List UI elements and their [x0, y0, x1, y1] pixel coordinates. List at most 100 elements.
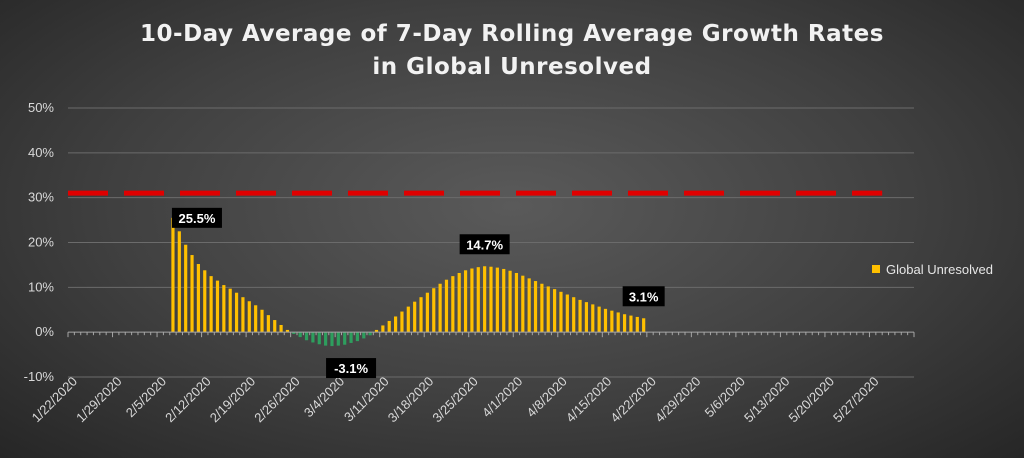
- bar: [483, 266, 487, 333]
- y-tick-label: 30%: [28, 190, 54, 205]
- bar: [215, 280, 220, 333]
- x-tick-label: 5/6/2020: [702, 374, 748, 420]
- x-tick-label: 3/4/2020: [301, 374, 347, 420]
- bar: [451, 276, 455, 333]
- bar: [432, 288, 436, 333]
- legend: Global Unresolved: [872, 262, 993, 277]
- x-tick-label: 3/11/2020: [341, 374, 392, 425]
- bar: [425, 292, 429, 333]
- data-label: 25.5%: [171, 207, 222, 228]
- data-label: 3.1%: [622, 286, 665, 307]
- bar: [622, 314, 627, 333]
- bar: [355, 332, 360, 342]
- bar: [241, 297, 245, 333]
- bar: [393, 316, 398, 333]
- bar: [553, 289, 557, 333]
- x-tick-label: 5/20/2020: [786, 374, 838, 426]
- x-axis-ticks: 1/22/20201/29/20202/5/20202/12/20202/19/…: [29, 374, 882, 426]
- bar: [222, 285, 226, 333]
- y-tick-label: 50%: [28, 100, 54, 115]
- bar: [635, 316, 639, 333]
- bar: [642, 318, 646, 333]
- bar: [572, 297, 576, 333]
- bar: [381, 325, 385, 333]
- bar: [190, 255, 194, 333]
- y-tick-label: 40%: [28, 145, 54, 160]
- x-tick-label: 2/26/2020: [251, 374, 303, 426]
- bar: [324, 332, 328, 346]
- bar: [508, 270, 512, 333]
- bar: [260, 309, 264, 333]
- data-label: 14.7%: [459, 234, 510, 255]
- bar: [234, 292, 239, 333]
- bar: [419, 297, 423, 333]
- bar: [362, 332, 366, 339]
- bar: [374, 329, 379, 333]
- bar: [171, 217, 175, 333]
- bar: [559, 291, 563, 333]
- bar: [521, 275, 525, 333]
- x-tick-label: 1/29/2020: [73, 374, 125, 426]
- x-tick-label: 2/12/2020: [162, 374, 214, 426]
- data-label-box: [622, 286, 665, 307]
- y-tick-label: 10%: [28, 279, 54, 294]
- bar: [273, 320, 277, 333]
- bar: [292, 332, 296, 334]
- x-tick-label: 2/19/2020: [207, 374, 259, 426]
- bar-series: [171, 217, 646, 347]
- bar: [470, 268, 474, 333]
- bar: [330, 332, 334, 347]
- bar: [317, 332, 321, 345]
- data-label-text: 14.7%: [466, 237, 503, 252]
- data-label-text: -3.1%: [334, 361, 368, 376]
- bar: [298, 332, 302, 338]
- x-tick-label: 4/22/2020: [607, 374, 659, 426]
- bar: [533, 281, 538, 333]
- bar: [406, 306, 410, 333]
- y-tick-label: 0%: [35, 324, 54, 339]
- bar: [279, 324, 283, 333]
- bar: [266, 315, 270, 333]
- legend-swatch: [872, 265, 880, 273]
- bar: [336, 332, 340, 346]
- bar: [597, 306, 601, 333]
- data-label-text: 3.1%: [629, 289, 659, 304]
- x-tick-label: 4/15/2020: [563, 374, 615, 426]
- bar: [603, 308, 608, 333]
- bar: [349, 332, 353, 343]
- bar: [514, 272, 519, 333]
- bar: [546, 286, 550, 333]
- chart-title-line2: in Global Unresolved: [372, 54, 651, 80]
- bar: [400, 311, 404, 333]
- bar: [413, 301, 417, 333]
- data-label-text: 25.5%: [179, 211, 216, 226]
- x-tick-label: 4/1/2020: [479, 374, 525, 420]
- bar: [444, 279, 449, 333]
- data-labels: 25.5% -3.1% 14.7% 3.1%: [171, 207, 665, 379]
- bar: [438, 283, 442, 333]
- bar: [311, 332, 315, 343]
- y-axis-ticks: -10% 0% 10% 20% 30% 40% 50%: [24, 100, 55, 384]
- y-tick-label: 20%: [28, 235, 54, 250]
- x-axis: [67, 331, 915, 338]
- data-label-box: [459, 234, 510, 255]
- bar: [177, 231, 181, 333]
- bar: [495, 267, 499, 333]
- x-tick-label: 3/18/2020: [385, 374, 437, 426]
- bar: [228, 288, 232, 333]
- bar: [591, 304, 595, 333]
- bar: [254, 305, 258, 333]
- bar: [368, 332, 372, 336]
- bar: [343, 332, 347, 345]
- data-label-box: [326, 358, 377, 379]
- x-tick-label: 3/25/2020: [429, 374, 481, 426]
- bar: [565, 294, 569, 333]
- x-tick-label: 4/8/2020: [524, 374, 570, 420]
- bar: [610, 310, 614, 333]
- bar: [387, 320, 391, 333]
- bar: [476, 267, 480, 333]
- y-tick-label: -10%: [24, 369, 55, 384]
- bar: [457, 272, 461, 333]
- bar: [540, 283, 544, 333]
